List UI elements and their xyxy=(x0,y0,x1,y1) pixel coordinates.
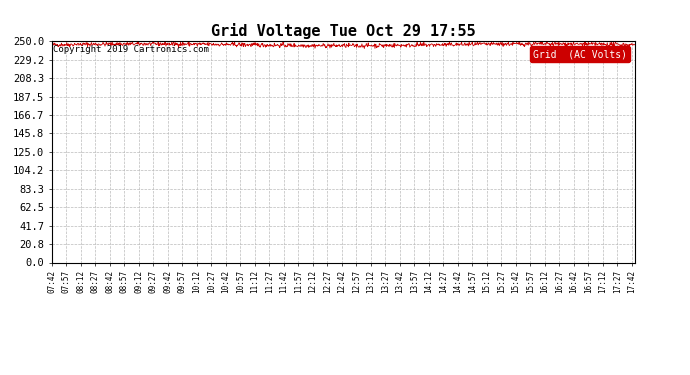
Title: Grid Voltage Tue Oct 29 17:55: Grid Voltage Tue Oct 29 17:55 xyxy=(211,23,475,39)
Legend: Grid  (AC Volts): Grid (AC Volts) xyxy=(530,46,630,62)
Text: Copyright 2019 Cartronics.com: Copyright 2019 Cartronics.com xyxy=(53,45,209,54)
